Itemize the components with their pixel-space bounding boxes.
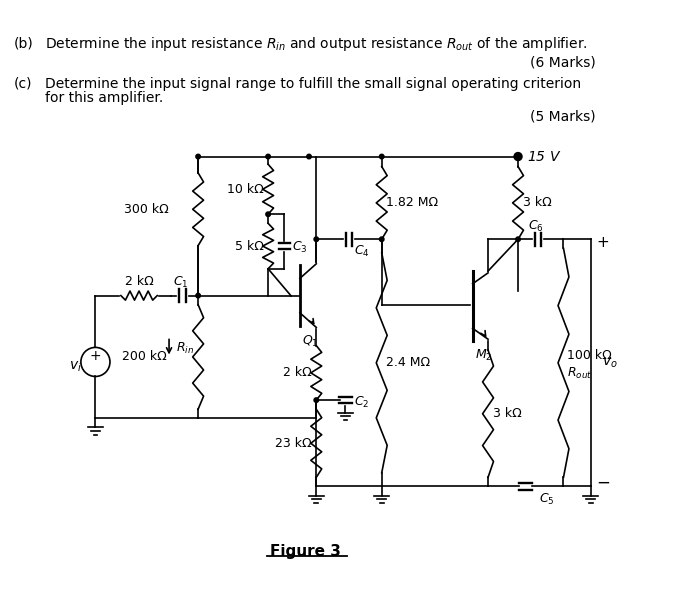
Text: $C_5$: $C_5$ (539, 491, 555, 507)
Text: (5 Marks): (5 Marks) (530, 110, 596, 124)
Text: 2 kΩ: 2 kΩ (125, 276, 153, 288)
Circle shape (266, 212, 271, 216)
Text: 15 $V$: 15 $V$ (527, 150, 561, 165)
Text: $C_6$: $C_6$ (528, 219, 544, 234)
Circle shape (516, 154, 520, 159)
Text: $C_2$: $C_2$ (355, 396, 369, 411)
Text: $C_4$: $C_4$ (353, 244, 369, 259)
Text: 300 kΩ: 300 kΩ (125, 203, 169, 216)
Circle shape (266, 154, 271, 159)
Text: (6 Marks): (6 Marks) (530, 55, 596, 69)
Text: 200 kΩ: 200 kΩ (122, 350, 166, 364)
Circle shape (307, 154, 312, 159)
Text: Figure 3: Figure 3 (270, 545, 341, 560)
Text: $M_2$: $M_2$ (475, 348, 493, 363)
Text: −: − (596, 474, 610, 492)
Circle shape (314, 237, 318, 242)
Text: for this amplifier.: for this amplifier. (46, 92, 164, 106)
Text: 1.82 MΩ: 1.82 MΩ (386, 197, 438, 209)
Text: $C_1$: $C_1$ (173, 274, 188, 289)
Text: Determine the input resistance $R_{in}$ and output resistance $R_{out}$ of the a: Determine the input resistance $R_{in}$ … (46, 35, 588, 53)
Text: 23 kΩ: 23 kΩ (275, 437, 312, 450)
Text: +: + (596, 235, 609, 250)
Text: 2 kΩ: 2 kΩ (283, 367, 312, 379)
Circle shape (196, 154, 201, 159)
Text: Determine the input signal range to fulfill the small signal operating criterion: Determine the input signal range to fulf… (46, 77, 581, 91)
Circle shape (196, 293, 201, 298)
Text: 10 kΩ: 10 kΩ (227, 183, 264, 196)
Circle shape (516, 237, 520, 242)
Text: 3 kΩ: 3 kΩ (523, 197, 551, 209)
Text: 100 kΩ: 100 kΩ (567, 349, 612, 362)
Text: $R_{in}$: $R_{in}$ (176, 341, 194, 356)
Circle shape (516, 154, 520, 159)
Text: $Q_1$: $Q_1$ (302, 335, 318, 350)
Text: (c): (c) (13, 77, 32, 91)
Text: $R_{out}$: $R_{out}$ (567, 366, 592, 381)
Circle shape (380, 237, 384, 242)
Circle shape (380, 154, 384, 159)
Text: 3 kΩ: 3 kΩ (493, 407, 522, 420)
Text: 2.4 MΩ: 2.4 MΩ (386, 356, 431, 370)
Circle shape (314, 398, 318, 402)
Text: (b): (b) (13, 37, 34, 51)
Text: +: + (90, 350, 101, 364)
Text: $C_3$: $C_3$ (291, 241, 308, 256)
Text: 5 kΩ: 5 kΩ (235, 239, 264, 253)
Text: $v_o$: $v_o$ (602, 356, 617, 370)
Text: $v_i$: $v_i$ (69, 359, 82, 374)
